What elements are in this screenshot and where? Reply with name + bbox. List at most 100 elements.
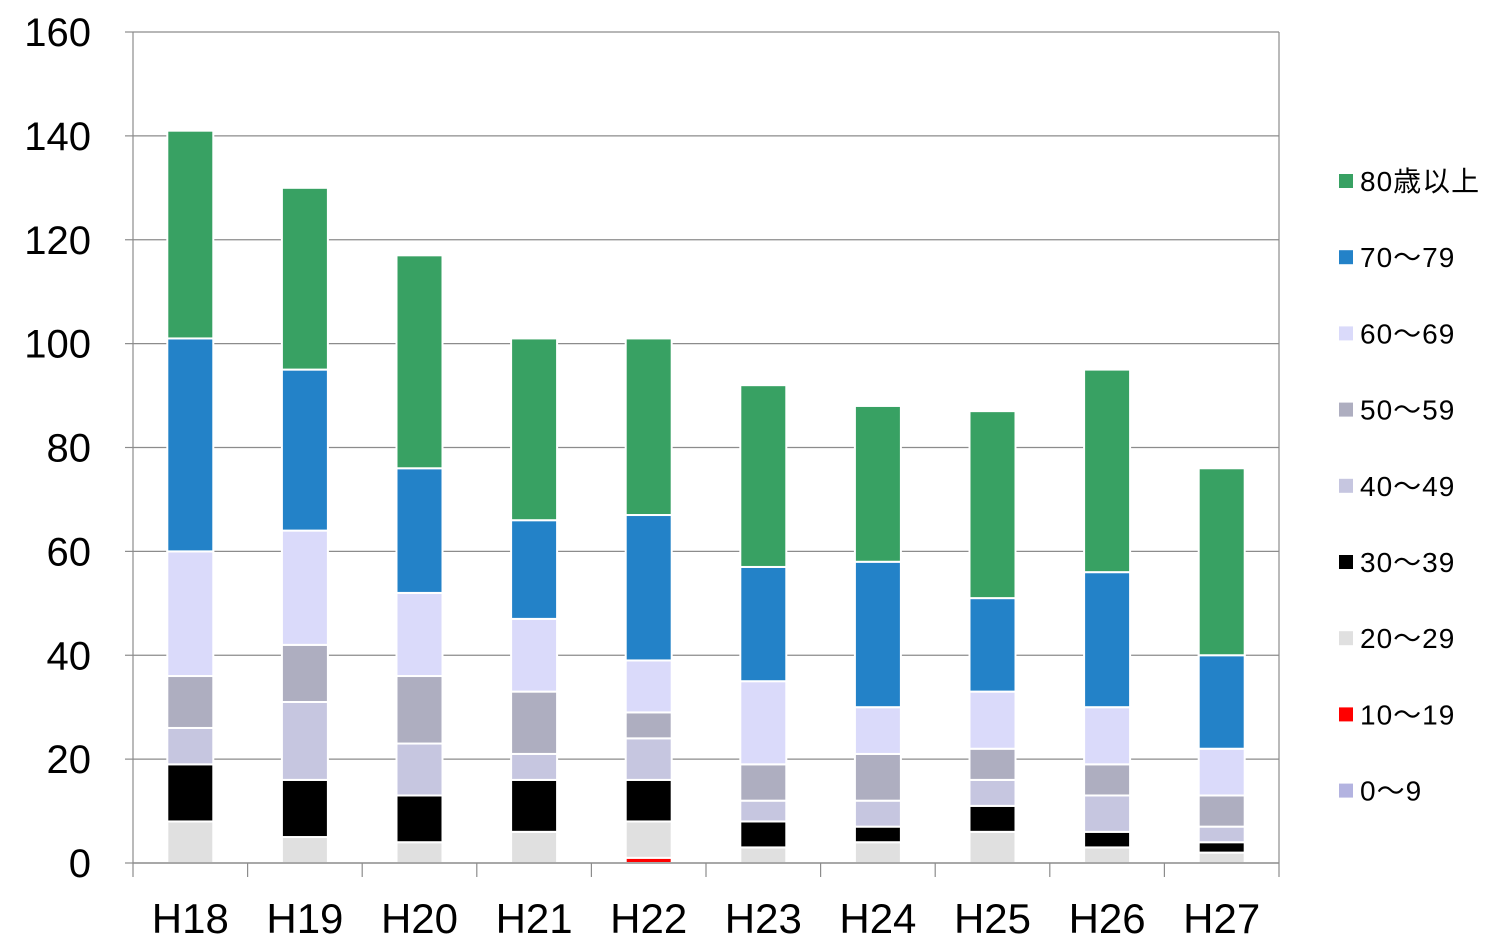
bar-segment — [510, 752, 559, 781]
x-tick-label: H26 — [1069, 895, 1146, 940]
bar-segment — [739, 820, 788, 849]
bar-segment — [1083, 706, 1132, 766]
legend-label: 50〜59 — [1360, 395, 1455, 426]
bar-segment — [166, 337, 215, 553]
bar-segment — [739, 799, 788, 823]
bar-segment — [624, 711, 673, 740]
bar-segment — [395, 591, 444, 678]
bar-segment — [280, 529, 329, 646]
bar-segment — [1197, 654, 1246, 750]
bar-segment — [968, 804, 1017, 833]
bar-segment — [739, 565, 788, 683]
bar-segment — [739, 680, 788, 766]
bar-segment — [395, 794, 444, 844]
legend-swatch — [1339, 402, 1353, 417]
x-tick-label: H24 — [839, 895, 916, 940]
y-tick-label: 0 — [69, 842, 91, 886]
legend-swatch — [1339, 326, 1353, 341]
legend-swatch — [1339, 783, 1353, 798]
legend-label: 80歳以上 — [1360, 166, 1480, 197]
bar-segment — [280, 368, 329, 532]
bar-segment — [1083, 846, 1132, 865]
bar-segment — [739, 763, 788, 802]
x-tick-label: H19 — [266, 895, 343, 940]
bar-segment — [853, 841, 902, 864]
bar-segment — [510, 830, 559, 865]
y-tick-label: 80 — [47, 427, 92, 471]
legend-swatch — [1339, 555, 1353, 569]
bar-segment — [280, 836, 329, 864]
x-tick-label: H27 — [1183, 895, 1260, 940]
legend-swatch — [1339, 631, 1353, 646]
bar-segment — [853, 799, 902, 828]
bar-segment — [968, 830, 1017, 865]
bar-segment — [1083, 763, 1132, 797]
bar-segment — [395, 467, 444, 594]
bar-segment — [1197, 841, 1246, 854]
y-tick-label: 120 — [24, 219, 91, 263]
bar-segment — [166, 550, 215, 678]
x-tick-label: H23 — [725, 895, 802, 940]
bar-segment — [853, 752, 902, 802]
bar-segment — [510, 337, 559, 522]
bar-segment — [853, 404, 902, 563]
bar-segment — [853, 825, 902, 844]
bar-segment — [624, 337, 673, 517]
bar-segment — [510, 778, 559, 833]
y-tick-label: 20 — [47, 738, 92, 782]
legend-label: 40〜49 — [1360, 471, 1455, 502]
bar-segment — [1083, 830, 1132, 849]
bar-segment — [1197, 851, 1246, 864]
bar-segment — [166, 675, 215, 729]
bar-segment — [1197, 467, 1246, 657]
legend-swatch — [1339, 174, 1353, 188]
bar-segment — [1197, 825, 1246, 844]
bar-segment — [166, 763, 215, 823]
y-tick-label: 60 — [47, 530, 92, 574]
legend-swatch — [1339, 478, 1353, 493]
x-tick-label: H25 — [954, 895, 1031, 940]
legend-label: 10〜19 — [1360, 699, 1455, 730]
bar-segment — [1083, 368, 1132, 574]
bar-segment — [510, 617, 559, 693]
bar-segment — [968, 690, 1017, 750]
legend-swatch — [1339, 250, 1353, 265]
x-tick-label: H21 — [496, 895, 573, 940]
bar-segment — [395, 254, 444, 470]
bar-segment — [395, 675, 444, 745]
bar-segment — [1083, 794, 1132, 833]
bar-segment — [853, 706, 902, 755]
bar-segment — [280, 778, 329, 839]
legend-label: 30〜39 — [1360, 547, 1455, 578]
bar-segment — [624, 737, 673, 781]
bar-segment — [280, 700, 329, 781]
y-tick-label: 140 — [24, 115, 91, 159]
bar-segment — [968, 747, 1017, 781]
legend-label: 60〜69 — [1360, 318, 1455, 349]
bar-segment — [968, 778, 1017, 807]
bar-segment — [968, 597, 1017, 693]
x-tick-label: H20 — [381, 895, 458, 940]
bar-segment — [1197, 747, 1246, 797]
x-tick-label: H18 — [152, 895, 229, 940]
bar-segment — [510, 690, 559, 755]
legend-label: 0〜9 — [1360, 776, 1422, 807]
bar-segment — [624, 659, 673, 714]
bar-segment — [280, 643, 329, 703]
bar-segment — [853, 560, 902, 709]
y-tick-label: 160 — [24, 11, 91, 55]
bar-segment — [166, 820, 215, 865]
y-tick-label: 100 — [24, 323, 91, 367]
bar-segment — [624, 778, 673, 823]
x-tick-label: H22 — [610, 895, 687, 940]
bar-segment — [280, 186, 329, 371]
bar-segment — [739, 384, 788, 568]
bar-segment — [1197, 794, 1246, 828]
bar-segment — [166, 129, 215, 340]
bar-segment — [395, 742, 444, 797]
y-tick-label: 40 — [47, 634, 92, 678]
bar-segment — [166, 726, 215, 766]
bar-segment — [968, 410, 1017, 600]
